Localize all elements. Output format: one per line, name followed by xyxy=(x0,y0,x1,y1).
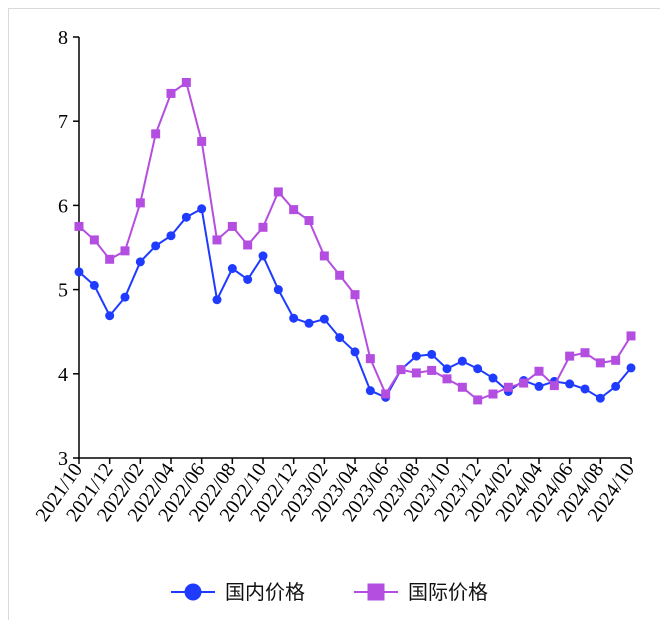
data-point xyxy=(335,333,345,343)
data-point xyxy=(549,381,559,391)
data-point xyxy=(304,216,314,226)
y-tick-label: 7 xyxy=(58,111,68,133)
data-point xyxy=(365,354,375,364)
data-point xyxy=(457,356,467,366)
data-point xyxy=(120,246,130,256)
data-point xyxy=(381,389,391,399)
data-point xyxy=(626,363,636,373)
data-point xyxy=(166,88,176,98)
y-tick-label: 8 xyxy=(58,27,68,49)
legend-marker xyxy=(367,583,385,601)
data-point xyxy=(74,221,84,231)
data-point xyxy=(289,205,299,215)
data-point xyxy=(319,251,329,261)
legend: 国内价格 国际价格 xyxy=(171,580,488,604)
data-point xyxy=(258,251,268,261)
data-point xyxy=(197,136,207,146)
data-point xyxy=(365,386,375,396)
data-point xyxy=(396,365,406,375)
series-2 xyxy=(74,77,636,405)
data-point xyxy=(105,311,115,321)
data-point xyxy=(595,358,605,368)
data-point xyxy=(181,77,191,87)
data-point xyxy=(595,393,605,403)
data-point xyxy=(135,257,145,267)
data-point xyxy=(626,331,636,341)
legend-label: 国际价格 xyxy=(408,580,488,604)
legend-item-1: 国内价格 xyxy=(171,580,305,604)
chart-frame xyxy=(8,8,660,620)
data-point xyxy=(227,221,237,231)
data-point xyxy=(89,235,99,245)
series-line xyxy=(78,207,632,400)
data-point xyxy=(151,129,161,139)
data-point xyxy=(135,198,145,208)
data-point xyxy=(611,381,621,391)
data-point xyxy=(565,379,575,389)
data-point xyxy=(304,318,314,328)
data-point xyxy=(243,240,253,250)
data-point xyxy=(565,351,575,361)
data-point xyxy=(473,395,483,405)
data-point xyxy=(534,381,544,391)
data-point xyxy=(120,292,130,302)
data-point xyxy=(411,368,421,378)
data-point xyxy=(289,313,299,323)
data-point xyxy=(534,366,544,376)
data-point xyxy=(74,267,84,277)
data-point xyxy=(411,351,421,361)
data-point xyxy=(473,364,483,374)
data-point xyxy=(442,374,452,384)
y-tick-label: 5 xyxy=(58,280,68,302)
data-point xyxy=(105,254,115,264)
data-point xyxy=(580,384,590,394)
data-point xyxy=(151,241,161,251)
series-1 xyxy=(74,204,636,403)
data-point xyxy=(457,382,467,392)
data-point xyxy=(181,212,191,222)
data-point xyxy=(350,290,360,300)
data-point xyxy=(89,280,99,290)
data-point xyxy=(611,355,621,365)
data-point xyxy=(273,187,283,197)
data-point xyxy=(212,235,222,245)
data-point xyxy=(212,295,222,305)
data-point xyxy=(427,349,437,359)
y-tick-label: 3 xyxy=(58,448,68,470)
data-point xyxy=(580,348,590,358)
data-point xyxy=(488,373,498,383)
data-point xyxy=(319,314,329,324)
data-point xyxy=(335,270,345,280)
data-point xyxy=(197,204,207,214)
legend-marker xyxy=(184,583,202,601)
data-point xyxy=(166,231,176,241)
data-point xyxy=(243,274,253,284)
data-point xyxy=(427,365,437,375)
legend-item-2: 国际价格 xyxy=(354,580,488,604)
data-point xyxy=(258,222,268,232)
data-point xyxy=(519,378,529,388)
y-tick-label: 4 xyxy=(58,364,68,386)
data-point xyxy=(442,364,452,374)
data-point xyxy=(350,347,360,357)
data-point xyxy=(488,389,498,399)
data-point xyxy=(227,264,237,274)
legend-label: 国内价格 xyxy=(225,580,305,604)
data-point xyxy=(273,285,283,295)
y-tick-label: 6 xyxy=(58,195,68,217)
data-point xyxy=(503,382,513,392)
